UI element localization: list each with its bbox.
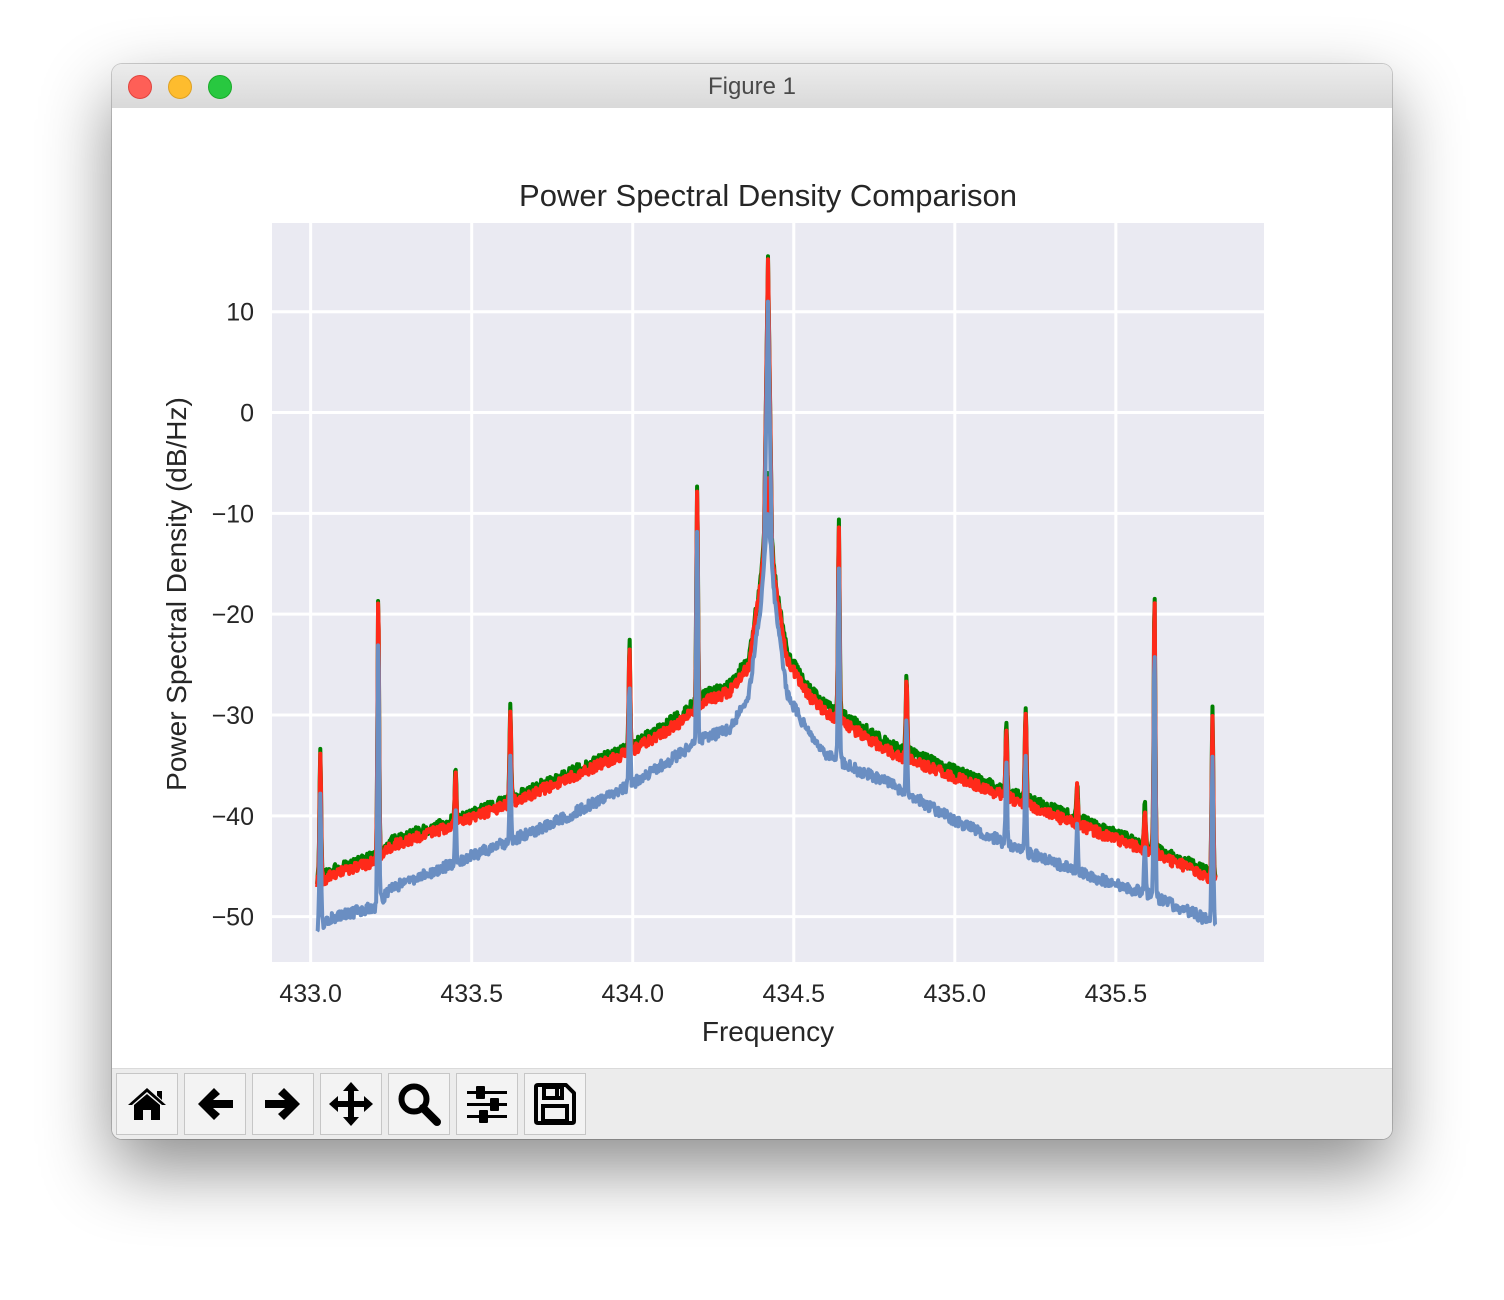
y-tick-label: −20 — [212, 601, 254, 629]
y-tick-label: 10 — [226, 299, 254, 327]
close-window-button[interactable] — [128, 75, 152, 99]
carrier-peak — [762, 299, 774, 563]
x-axis-label: Frequency — [702, 1016, 834, 1047]
x-tick-label: 435.5 — [1085, 980, 1148, 1008]
minimize-window-button[interactable] — [168, 75, 192, 99]
home-button[interactable] — [116, 1073, 178, 1135]
arrow-left-icon — [198, 1088, 233, 1120]
sliders-icon — [467, 1086, 507, 1123]
x-tick-label: 433.0 — [279, 980, 342, 1008]
floppy-disk-icon — [534, 1083, 576, 1125]
y-tick-label: −40 — [212, 803, 254, 831]
window-title: Figure 1 — [707, 73, 797, 100]
arrow-right-icon — [265, 1088, 300, 1120]
psd-chart[interactable]: 433.0 433.5 434.0 434.5 435.0 435.5 −50 −40 −30… — [112, 108, 1392, 1068]
figure-window: Figure 1 433.0 433.5 434.0 434.5 435.0 435.5 … — [112, 64, 1392, 1139]
x-tick-label: 433.5 — [440, 980, 503, 1008]
x-tick-label: 435.0 — [924, 980, 987, 1008]
home-icon — [128, 1088, 166, 1120]
maximize-window-button[interactable] — [208, 75, 232, 99]
y-axis-label: Power Spectral Density (dB/Hz) — [161, 397, 192, 791]
configure-subplots-button[interactable] — [456, 1073, 518, 1135]
move-icon — [329, 1082, 373, 1126]
zoom-button[interactable] — [388, 1073, 450, 1135]
x-tick-label: 434.5 — [762, 980, 825, 1008]
y-tick-label: −10 — [212, 500, 254, 528]
save-button[interactable] — [524, 1073, 586, 1135]
y-tick-label: −30 — [212, 702, 254, 730]
pan-button[interactable] — [320, 1073, 382, 1135]
magnifier-icon — [398, 1083, 441, 1126]
y-tick-label: −50 — [212, 904, 254, 932]
forward-button[interactable] — [252, 1073, 314, 1135]
back-button[interactable] — [184, 1073, 246, 1135]
y-tick-label: 0 — [240, 400, 254, 428]
x-tick-label: 434.0 — [601, 980, 664, 1008]
title-bar[interactable]: Figure 1 — [112, 64, 1392, 109]
figure-canvas[interactable]: 433.0 433.5 434.0 434.5 435.0 435.5 −50 −40 −30… — [112, 108, 1392, 1068]
chart-title: Power Spectral Density Comparison — [519, 178, 1017, 213]
navigation-toolbar — [112, 1068, 1392, 1139]
